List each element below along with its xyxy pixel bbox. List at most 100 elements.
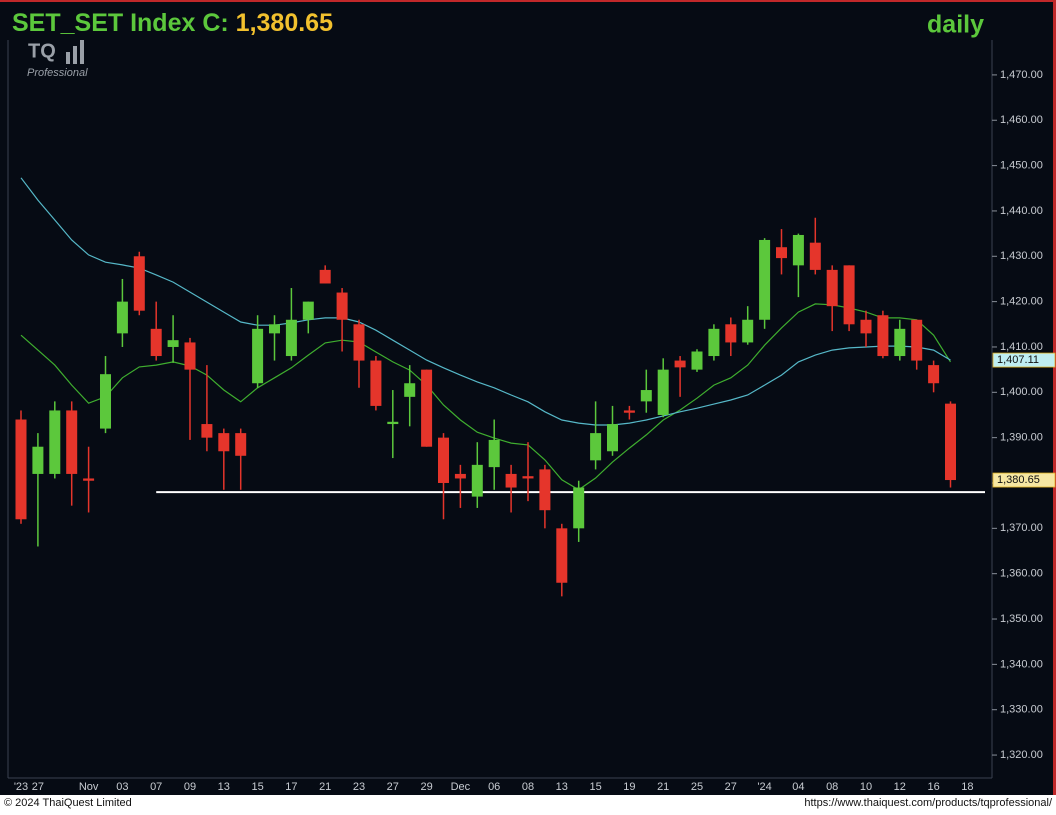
y-tick-label: 1,320.00 <box>1000 749 1043 761</box>
candle-body <box>49 410 61 474</box>
right-border <box>1053 0 1056 795</box>
y-tick-label: 1,360.00 <box>1000 568 1043 580</box>
candle-body <box>759 239 771 320</box>
candle-body <box>539 469 551 511</box>
candle-body <box>623 410 635 413</box>
y-tick-label: 1,440.00 <box>1000 205 1043 217</box>
candle-body <box>353 324 365 361</box>
footer-url: https://www.thaiquest.com/products/tqpro… <box>804 797 1053 809</box>
title-close: 1,380.65 <box>236 9 333 37</box>
x-tick-label: 23 <box>353 781 365 793</box>
x-tick-label: 09 <box>184 781 196 793</box>
x-tick-label: 21 <box>657 781 669 793</box>
interval-label: daily <box>927 11 984 39</box>
y-tick-label: 1,470.00 <box>1000 69 1043 81</box>
x-tick-label: 10 <box>860 781 872 793</box>
candle-body <box>167 340 179 347</box>
candle-body <box>252 328 264 384</box>
x-tick-label: '23 <box>14 781 28 793</box>
ma-line <box>20 303 952 491</box>
logo-edition: Professional <box>27 67 88 79</box>
candle-body <box>116 301 128 334</box>
x-tick-label: 06 <box>488 781 500 793</box>
x-tick-label: Nov <box>79 781 99 793</box>
candle-body <box>674 360 686 368</box>
candle-body <box>387 421 399 425</box>
x-tick-label: 16 <box>927 781 939 793</box>
candle-body <box>826 269 838 307</box>
candle-body <box>150 328 162 357</box>
axis-value-box <box>992 472 1056 488</box>
candle-body <box>522 476 534 479</box>
axis-value-label: 1,380.65 <box>997 474 1040 486</box>
candle-body <box>860 319 872 334</box>
candle-body <box>640 390 652 402</box>
y-tick-label: 1,390.00 <box>1000 432 1043 444</box>
candle-body <box>809 242 821 270</box>
candle-body <box>201 424 213 438</box>
x-tick-label: 27 <box>387 781 399 793</box>
candle-body <box>556 528 568 583</box>
y-tick-label: 1,330.00 <box>1000 704 1043 716</box>
x-tick-label: 13 <box>218 781 230 793</box>
x-tick-label: 12 <box>894 781 906 793</box>
candle-body <box>488 439 500 468</box>
footer-bar <box>0 795 1056 810</box>
candle-body <box>235 433 247 456</box>
y-tick-label: 1,420.00 <box>1000 296 1043 308</box>
logo-bar <box>66 52 70 64</box>
candle-body <box>911 319 923 361</box>
candle-body <box>370 360 382 406</box>
x-tick-label: 03 <box>116 781 128 793</box>
title-text: SET_SET Index C: <box>12 9 229 37</box>
candle-body <box>792 234 804 266</box>
candle-body <box>945 403 956 481</box>
y-tick-label: 1,460.00 <box>1000 114 1043 126</box>
x-tick-label: Dec <box>451 781 471 793</box>
y-tick-label: 1,340.00 <box>1000 658 1043 670</box>
y-tick-label: 1,410.00 <box>1000 341 1043 353</box>
candle-body <box>319 269 331 284</box>
x-tick-label: 25 <box>691 781 703 793</box>
x-tick-label: 15 <box>589 781 601 793</box>
candle-body <box>100 374 111 429</box>
candle-body <box>83 478 95 481</box>
y-tick-label: 1,400.00 <box>1000 386 1043 398</box>
logo-bar <box>80 40 84 64</box>
candle-body <box>15 419 27 520</box>
candle-body <box>877 315 889 357</box>
candle-body <box>421 369 433 447</box>
candle-body <box>590 433 602 461</box>
candle-body <box>404 383 416 397</box>
axis-value-box <box>992 352 1056 368</box>
candle-body <box>742 319 754 343</box>
candle-body <box>843 265 855 325</box>
candle-body <box>471 464 483 497</box>
candle-body <box>302 301 314 320</box>
y-tick-label: 1,370.00 <box>1000 522 1043 534</box>
candle-body <box>691 351 703 370</box>
x-tick-label: 15 <box>251 781 263 793</box>
candle-body <box>454 473 466 479</box>
chart-title: SET_SET Index C: 1,380.65 <box>12 9 333 37</box>
x-tick-label: 18 <box>961 781 973 793</box>
candle-body <box>66 410 78 474</box>
logo-bar <box>73 46 77 64</box>
candle-body <box>708 328 720 357</box>
x-tick-label: 29 <box>420 781 432 793</box>
candle-body <box>607 424 618 452</box>
candle-body <box>32 446 44 474</box>
x-tick-label: 08 <box>826 781 838 793</box>
candle-body <box>269 324 280 334</box>
logo: TQ <box>28 40 56 62</box>
ma-line <box>20 177 951 426</box>
candle-body <box>657 369 669 415</box>
top-border <box>0 0 1056 2</box>
background <box>0 0 1056 795</box>
candle-body <box>184 342 196 370</box>
y-tick-label: 1,350.00 <box>1000 613 1043 625</box>
candle-body <box>285 319 297 357</box>
candle-body <box>894 328 906 357</box>
x-tick-label: 08 <box>522 781 534 793</box>
